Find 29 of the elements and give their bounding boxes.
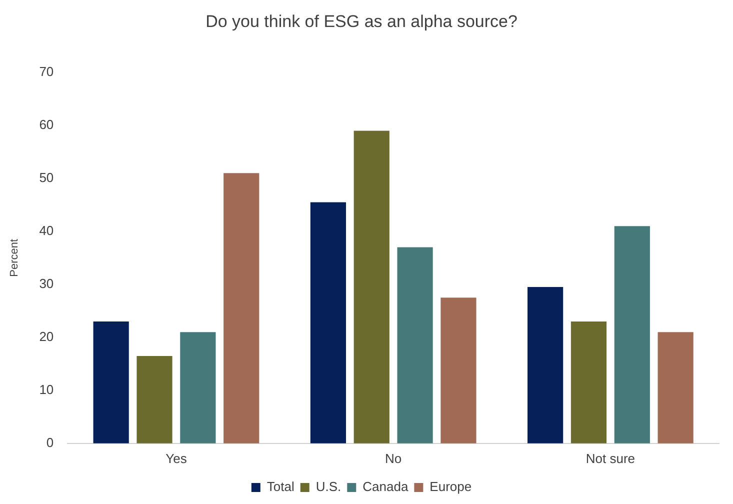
- y-tick-label: 10: [39, 382, 54, 397]
- x-tick-label: Yes: [166, 450, 188, 466]
- x-tick-label: Not sure: [586, 450, 636, 466]
- bar: [570, 322, 607, 444]
- y-tick-label: 20: [39, 328, 54, 344]
- bar: [397, 247, 433, 444]
- legend-label: Total: [266, 479, 294, 494]
- bar: [310, 202, 346, 444]
- bar: [658, 332, 694, 444]
- x-tick-label: No: [385, 450, 402, 466]
- bar: [180, 332, 216, 444]
- legend-label: Europe: [430, 479, 472, 494]
- y-tick-label: 40: [39, 222, 54, 238]
- bar: [440, 298, 476, 444]
- bar: [93, 322, 129, 444]
- chart-title: Do you think of ESG as an alpha source?: [206, 12, 518, 31]
- y-tick-label: 0: [46, 434, 54, 450]
- y-tick-label: 30: [39, 276, 54, 291]
- bar: [224, 173, 260, 444]
- y-axis-title: Percent: [8, 238, 21, 277]
- y-tick-label: 50: [39, 170, 54, 185]
- bar: [528, 287, 564, 444]
- y-tick-label: 60: [39, 116, 54, 132]
- legend-label: U.S.: [316, 479, 342, 494]
- bar: [614, 226, 650, 444]
- legend-label: Canada: [362, 479, 409, 494]
- bar: [136, 356, 172, 444]
- bar: [354, 130, 390, 444]
- y-tick-label: 70: [39, 64, 54, 79]
